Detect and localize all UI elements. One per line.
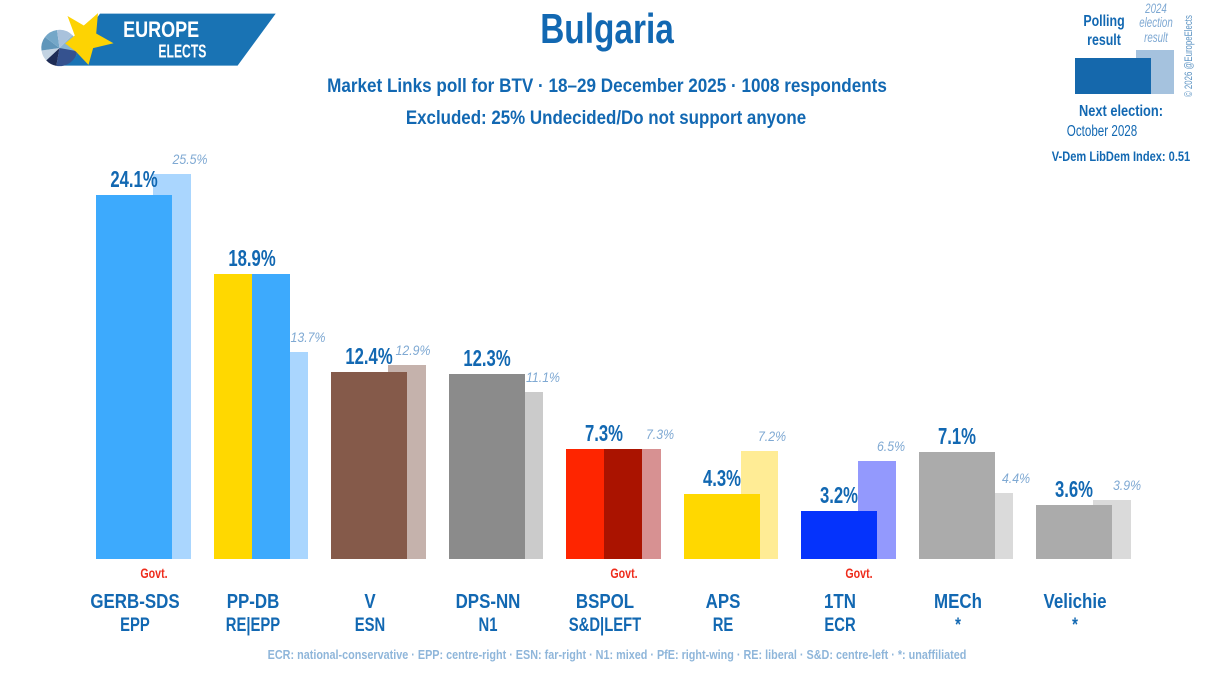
svg-text:EUROPE: EUROPE — [123, 17, 199, 42]
svg-text:ELECTS: ELECTS — [158, 41, 206, 61]
